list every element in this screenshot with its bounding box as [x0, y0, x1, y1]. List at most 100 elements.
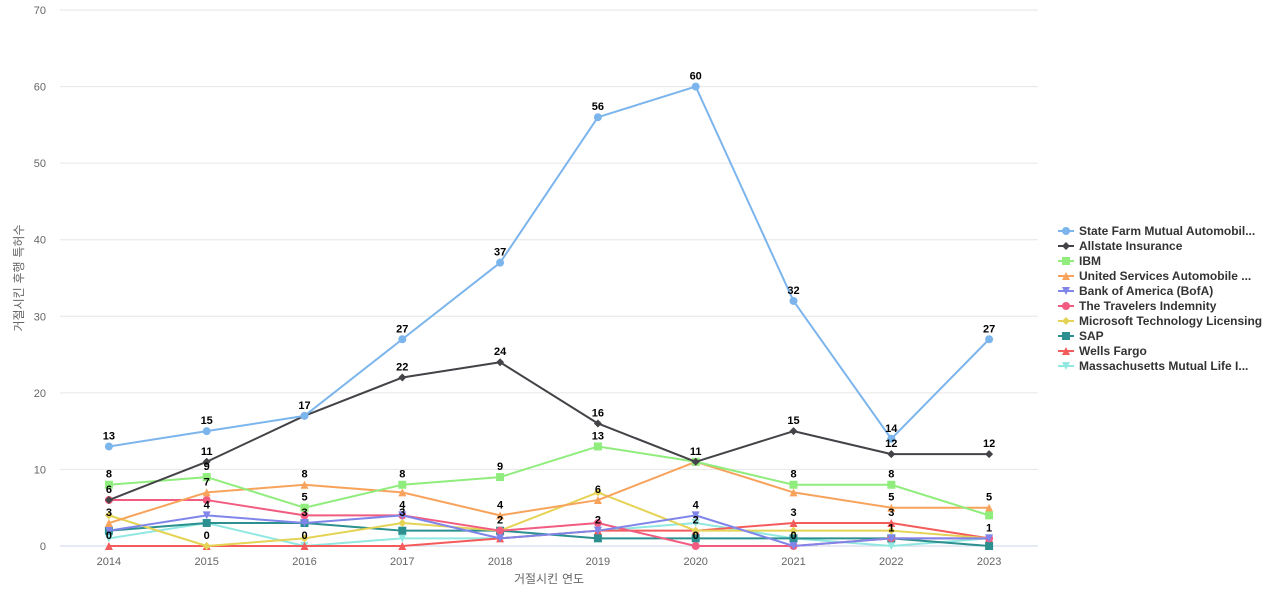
x-tick-2021: 2021	[781, 556, 805, 568]
series-5-point-2016	[300, 519, 309, 528]
series-5-point-2017	[398, 511, 407, 520]
data-label-s3-2014: 8	[106, 469, 112, 481]
legend-symbol-marker	[1062, 256, 1070, 265]
x-tick-2017: 2017	[390, 556, 414, 568]
y-axis-ticks: 0 10 20 30 40 50 60 70	[34, 5, 46, 553]
legend-symbol-marker	[1062, 361, 1070, 370]
x-tick-2018: 2018	[488, 556, 512, 568]
legend-label: IBM	[1079, 253, 1101, 268]
legend-item-5[interactable]: Bank of America (BofA)	[1058, 283, 1262, 298]
legend-symbol	[1058, 346, 1074, 355]
x-tick-2014: 2014	[97, 556, 121, 568]
data-label-s1-2016: 17	[298, 400, 310, 412]
series-2-point-2020	[691, 457, 700, 466]
series-8-point-2021	[789, 534, 798, 543]
legend-symbol	[1058, 226, 1074, 235]
series-5-point-2021	[789, 542, 798, 550]
legend-label: United Services Automobile ...	[1079, 268, 1252, 283]
data-label-s5-2017: 4	[399, 499, 406, 511]
x-tick-2016: 2016	[292, 556, 316, 568]
series-3-point-2018	[496, 473, 505, 482]
y-axis-title: 거절시킨 후행 특허수	[11, 225, 26, 332]
y-tick-40: 40	[34, 235, 46, 247]
data-label-s4-2015: 7	[204, 476, 210, 488]
series-9-point-2021	[789, 519, 798, 528]
x-tick-2022: 2022	[879, 556, 903, 568]
series-4-point-2023	[985, 503, 994, 512]
series-7-point-2015	[202, 542, 211, 550]
data-label-s6-2021: 0	[790, 530, 796, 542]
data-label-s10-2016: 0	[301, 530, 307, 542]
data-label-s2-2014: 6	[106, 484, 112, 496]
series-4-point-2021	[789, 488, 798, 497]
legend-item-6[interactable]: The Travelers Indemnity	[1058, 298, 1262, 313]
data-label-s2-2019: 16	[592, 407, 604, 419]
data-label-s1-2022: 14	[885, 423, 898, 435]
series-1-point-2022	[887, 434, 896, 443]
data-label-s1-2020: 60	[690, 71, 702, 83]
data-label-s9-2014: 0	[106, 530, 112, 542]
legend-symbol-marker	[1062, 301, 1070, 310]
legend-item-1[interactable]: State Farm Mutual Automobil...	[1058, 223, 1262, 238]
series-8-point-2017	[398, 526, 407, 535]
legend-item-9[interactable]: Wells Fargo	[1058, 343, 1262, 358]
data-label-s4-2022: 5	[888, 492, 894, 504]
series-9-point-2014	[104, 542, 113, 550]
series-1-point-2014	[104, 442, 113, 451]
legend-item-7[interactable]: Microsoft Technology Licensing	[1058, 313, 1262, 328]
series-6-point-2015	[202, 496, 211, 505]
series-5-point-2020	[691, 511, 700, 520]
data-label-s2-2017: 22	[396, 362, 408, 374]
series-8-point-2015	[202, 519, 211, 528]
series-4-point-2022	[887, 503, 896, 512]
series-5-point-2019	[593, 526, 602, 535]
y-tick-20: 20	[34, 388, 46, 400]
series-6-point-2020	[691, 542, 700, 550]
series-10-point-2017	[398, 534, 407, 543]
legend-symbol-marker	[1062, 226, 1070, 235]
data-label-s7-2017: 3	[399, 507, 405, 519]
series-8-point-2023	[985, 542, 994, 550]
series-line-5	[107, 514, 991, 547]
legend-item-8[interactable]: SAP	[1058, 328, 1262, 343]
legend-item-2[interactable]: Allstate Insurance	[1058, 238, 1262, 253]
y-tick-60: 60	[34, 82, 46, 94]
y-tick-30: 30	[34, 311, 46, 323]
series-9-point-2022	[887, 519, 896, 528]
x-tick-2019: 2019	[586, 556, 610, 568]
data-label-s8-2018: 2	[497, 515, 503, 527]
series-1-point-2018	[496, 258, 505, 267]
data-label-s9-2022: 3	[888, 507, 894, 519]
series-1-point-2019	[593, 113, 602, 122]
legend-label: State Farm Mutual Automobil...	[1079, 223, 1256, 238]
data-label-s9-2023: 1	[986, 522, 992, 534]
data-label-s2-2015: 11	[201, 446, 213, 458]
legend-symbol	[1058, 286, 1074, 295]
legend-symbol-marker	[1062, 346, 1070, 355]
legend-symbol-marker	[1062, 331, 1070, 340]
legend-label: Bank of America (BofA)	[1079, 283, 1214, 298]
legend-item-4[interactable]: United Services Automobile ...	[1058, 268, 1262, 283]
x-axis-title: 거절시킨 연도	[514, 572, 584, 586]
series-5	[104, 511, 994, 550]
series-7-point-2016	[300, 534, 309, 543]
series-7-point-2019	[593, 488, 602, 497]
legend-item-10[interactable]: Massachusetts Mutual Life I...	[1058, 358, 1262, 373]
series-5-point-2018	[496, 534, 505, 543]
y-tick-0: 0	[40, 541, 46, 553]
data-label-s2-2022: 12	[885, 438, 897, 450]
series-line-7	[107, 491, 991, 547]
series-4-point-2015	[202, 488, 211, 497]
series-3-point-2016	[300, 503, 309, 512]
data-label-s1-2019: 56	[592, 101, 604, 113]
series-4-point-2019	[593, 496, 602, 505]
data-label-s4-2023: 5	[986, 492, 992, 504]
x-tick-2015: 2015	[194, 556, 218, 568]
data-label-s9-2019: 2	[595, 515, 601, 527]
series-3	[104, 442, 994, 520]
series-10-point-2022	[887, 542, 896, 550]
legend-item-3[interactable]: IBM	[1058, 253, 1262, 268]
series-2-point-2017	[398, 373, 407, 382]
